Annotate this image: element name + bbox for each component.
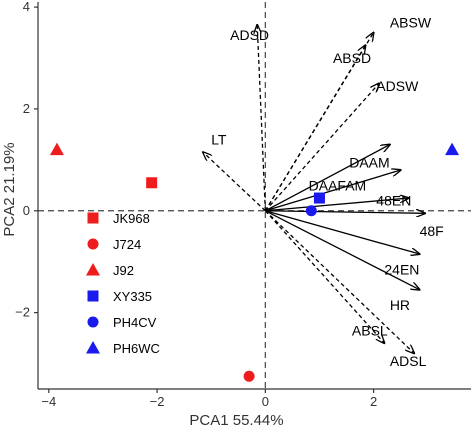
y-tick-label: 0: [23, 203, 30, 218]
legend-marker-ph6wc: [86, 341, 100, 354]
point-ph4cv: [305, 205, 317, 217]
legend-marker-j92: [86, 263, 100, 276]
y-axis-title: PCA2 21.19%: [1, 142, 18, 236]
y-tick-label: 2: [23, 101, 30, 116]
legend-marker-jk968: [87, 212, 99, 224]
point-j724: [243, 370, 255, 382]
axes: −4 −2 0 2 −2 0 2 4: [15, 0, 471, 409]
vector-label-48f: 48F: [420, 223, 444, 239]
vector-label-48en: 48EN: [376, 193, 411, 209]
vector-label-adsw: ADSW: [376, 78, 419, 94]
point-j92: [49, 142, 64, 156]
legend: JK968 J724 J92 XY335 PH4CV PH6WC: [86, 211, 160, 356]
vector-hr: [265, 210, 419, 290]
legend-label-xy335: XY335: [113, 289, 152, 304]
vector-48en: [265, 198, 408, 212]
y-tick-label: −2: [15, 305, 30, 320]
legend-label-j724: J724: [113, 237, 141, 252]
legend-label-ph4cv: PH4CV: [113, 315, 157, 330]
x-tick-label: 2: [370, 394, 377, 409]
vector-adsl: [264, 210, 414, 354]
vector-label-adsl: ADSL: [390, 353, 427, 369]
legend-marker-ph4cv: [87, 316, 99, 328]
vector-label-24en: 24EN: [384, 261, 419, 277]
vector-label-absw: ABSW: [390, 14, 432, 30]
reference-lines: [38, 2, 471, 389]
vector-daam: [265, 145, 389, 212]
vector-24en: [265, 210, 419, 254]
vector-label-lt: LT: [211, 131, 227, 147]
point-xy335: [313, 192, 325, 204]
y-tick-label: 4: [23, 0, 30, 14]
legend-marker-xy335: [87, 290, 99, 302]
vector-label-adsd: ADSD: [230, 27, 269, 43]
vector-label-hr: HR: [390, 297, 410, 313]
legend-label-ph6wc: PH6WC: [113, 341, 160, 356]
vector-label-absl: ABSL: [352, 322, 388, 338]
point-ph6wc: [445, 142, 460, 156]
x-tick-label: 0: [262, 394, 269, 409]
vector-label-daafam: DAAFAM: [309, 177, 367, 193]
vector-daafam: [265, 170, 400, 212]
vector-label-absd: ABSD: [333, 50, 371, 66]
vector-lt: [203, 152, 266, 212]
loading-vectors: ADSD ABSW ABSD ADSW LT DAAM DAAFAM 48EN 48F 24EN H…: [203, 14, 444, 369]
legend-label-jk968: JK968: [113, 211, 150, 226]
x-axis-title: PCA1 55.44%: [189, 412, 283, 428]
sample-points: [49, 142, 460, 382]
x-tick-label: −2: [150, 394, 165, 409]
legend-marker-j724: [87, 238, 99, 250]
vector-adsw: [264, 83, 379, 212]
vector-absl: [264, 210, 384, 343]
vector-label-daam: DAAM: [349, 154, 389, 170]
point-jk968: [146, 177, 158, 189]
legend-label-j92: J92: [113, 263, 134, 278]
vector-adsd: [257, 25, 266, 211]
vector-48f: [265, 211, 425, 214]
x-tick-label: −4: [41, 394, 56, 409]
vector-absd: [264, 45, 365, 212]
